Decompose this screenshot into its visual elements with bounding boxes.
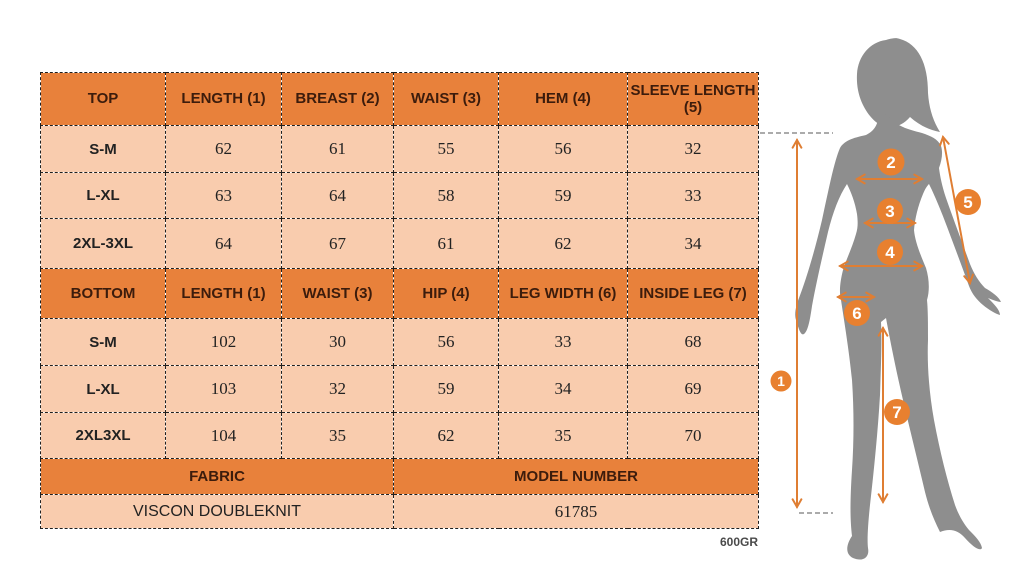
size-value: 64 — [281, 172, 394, 219]
header-waist-3: WAIST (3) — [393, 72, 499, 126]
table-row: S-M 102 30 56 33 68 — [40, 318, 759, 366]
fabric-weight-note: 600GR — [719, 535, 758, 549]
size-label: L-XL — [40, 172, 166, 219]
size-label: S-M — [40, 125, 166, 173]
size-value: 55 — [393, 125, 499, 173]
header-hip-4: HIP (4) — [393, 268, 499, 319]
table-row: 2XL-3XL 64 67 61 62 34 — [40, 218, 759, 269]
header-leg-width-6: LEG WIDTH (6) — [498, 268, 628, 319]
size-value: 102 — [165, 318, 282, 366]
female-silhouette — [795, 38, 1001, 560]
size-value: 59 — [393, 365, 499, 413]
size-value: 33 — [627, 172, 759, 219]
marker-5-number: 5 — [963, 193, 972, 212]
marker-6-circle — [844, 300, 870, 326]
header-waist-3: WAIST (3) — [281, 268, 394, 319]
size-value: 104 — [165, 412, 282, 459]
footer-header-row: FABRIC MODEL NUMBER — [40, 458, 759, 495]
marker-7-number: 7 — [892, 403, 901, 422]
size-value: 58 — [393, 172, 499, 219]
size-value: 61 — [281, 125, 394, 173]
size-value: 33 — [498, 318, 628, 366]
size-value: 67 — [281, 218, 394, 269]
marker-3-number: 3 — [885, 202, 894, 221]
header-breast-2: BREAST (2) — [281, 72, 394, 126]
size-value: 56 — [393, 318, 499, 366]
size-value: 32 — [627, 125, 759, 173]
size-value: 59 — [498, 172, 628, 219]
marker-6-number: 6 — [852, 304, 861, 323]
marker-1-circle — [770, 370, 792, 392]
table-row: 2XL3XL 104 35 62 35 70 — [40, 412, 759, 459]
marker-2-circle — [877, 148, 905, 176]
marker-5-circle — [955, 189, 981, 215]
table-row: S-M 62 61 55 56 32 — [40, 125, 759, 173]
size-value: 56 — [498, 125, 628, 173]
table-row: L-XL 103 32 59 34 69 — [40, 365, 759, 413]
size-value: 35 — [281, 412, 394, 459]
top-header-row: TOP LENGTH (1) BREAST (2) WAIST (3) HEM … — [40, 72, 759, 126]
fabric-value: VISCON DOUBLEKNIT — [40, 494, 394, 529]
arrow-5-sleeve — [939, 135, 974, 285]
size-value: 103 — [165, 365, 282, 413]
marker-4-number: 4 — [885, 243, 895, 262]
size-value: 34 — [498, 365, 628, 413]
size-value: 69 — [627, 365, 759, 413]
header-length-1: LENGTH (1) — [165, 72, 282, 126]
marker-7-circle — [884, 399, 910, 425]
size-chart-table: TOP LENGTH (1) BREAST (2) WAIST (3) HEM … — [40, 72, 759, 529]
header-sleeve-length-5: SLEEVE LENGTH (5) — [627, 72, 759, 126]
size-value: 64 — [165, 218, 282, 269]
size-value: 32 — [281, 365, 394, 413]
size-value: 62 — [165, 125, 282, 173]
marker-3-circle — [877, 198, 903, 224]
marker-2-number: 2 — [886, 153, 895, 172]
header-inside-leg-7: INSIDE LEG (7) — [627, 268, 759, 319]
size-value: 62 — [498, 218, 628, 269]
size-value: 35 — [498, 412, 628, 459]
body-measurement-figure: 1 2 3 4 5 6 7 — [760, 38, 1001, 560]
header-hem-4: HEM (4) — [498, 72, 628, 126]
size-value: 70 — [627, 412, 759, 459]
table-row: L-XL 63 64 58 59 33 — [40, 172, 759, 219]
size-value: 63 — [165, 172, 282, 219]
marker-4-circle — [877, 239, 903, 265]
footer-value-row: VISCON DOUBLEKNIT 61785 — [40, 494, 759, 529]
size-label: 2XL3XL — [40, 412, 166, 459]
silhouette-hair — [856, 38, 940, 133]
size-value: 62 — [393, 412, 499, 459]
bottom-header-row: BOTTOM LENGTH (1) WAIST (3) HIP (4) LEG … — [40, 268, 759, 319]
size-value: 68 — [627, 318, 759, 366]
model-number-value: 61785 — [393, 494, 759, 529]
header-bottom: BOTTOM — [40, 268, 166, 319]
size-value: 34 — [627, 218, 759, 269]
header-model-number: MODEL NUMBER — [393, 458, 759, 495]
header-top: TOP — [40, 72, 166, 126]
size-label: L-XL — [40, 365, 166, 413]
header-fabric: FABRIC — [40, 458, 394, 495]
size-label: S-M — [40, 318, 166, 366]
header-length-1: LENGTH (1) — [165, 268, 282, 319]
size-value: 30 — [281, 318, 394, 366]
marker-1-number: 1 — [777, 373, 785, 389]
size-label: 2XL-3XL — [40, 218, 166, 269]
size-value: 61 — [393, 218, 499, 269]
measurement-markers: 1 2 3 4 5 6 7 — [770, 148, 981, 425]
